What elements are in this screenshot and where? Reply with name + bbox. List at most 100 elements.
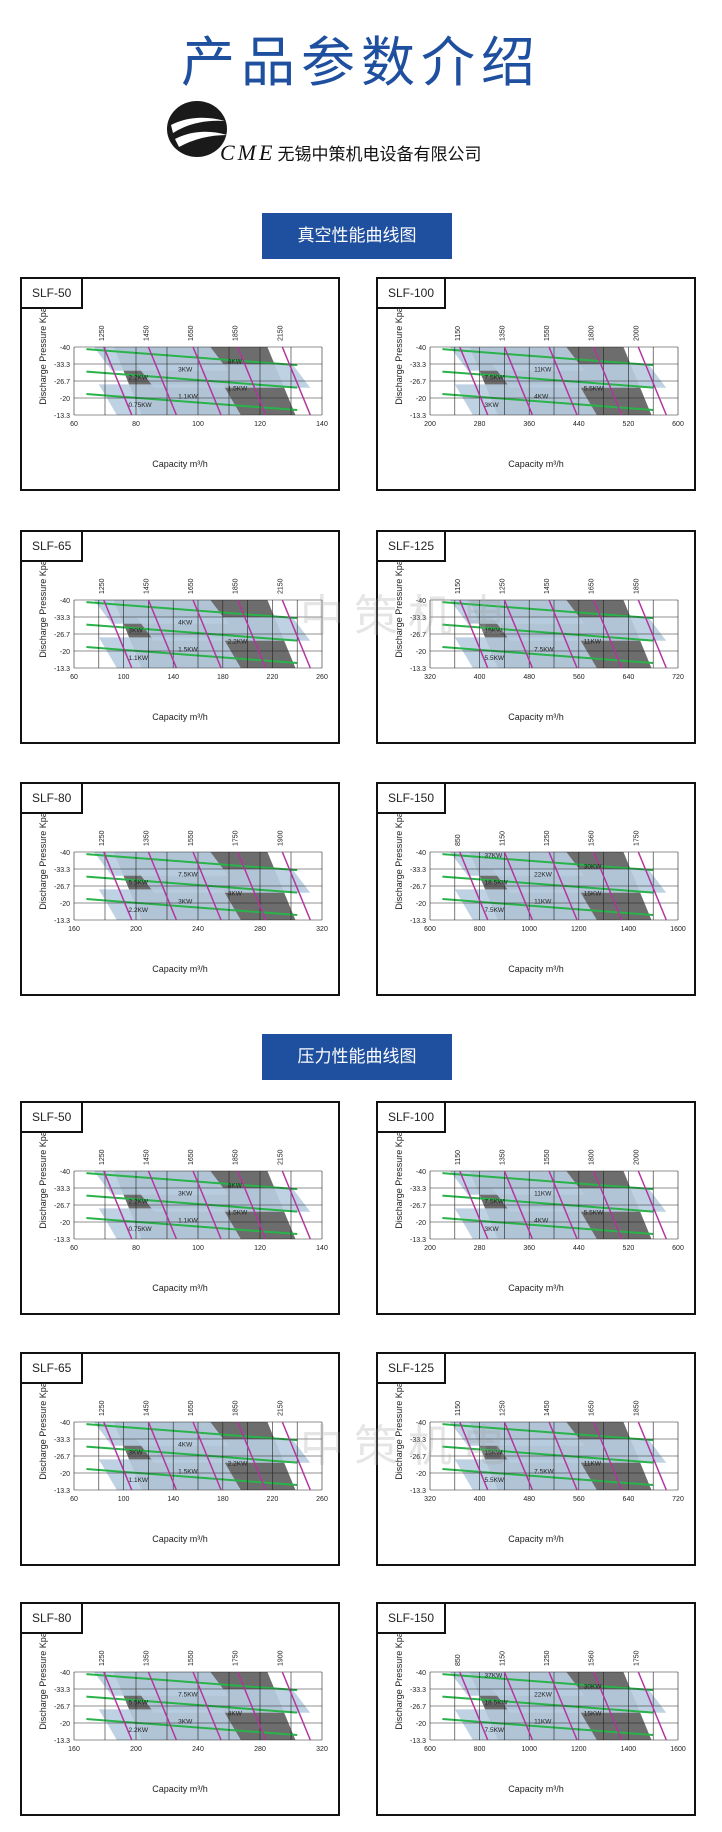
x-tick-label: 60 [70, 421, 78, 428]
x-tick-label: 200 [130, 926, 142, 933]
x-axis-label: Capacity m³/h [508, 964, 564, 974]
power-curve [86, 1673, 298, 1692]
x-tick-label: 800 [474, 926, 486, 933]
x-tick-label: 200 [424, 1245, 436, 1252]
chart-panel: SLF-50 Discharge Pressure Kpa Capacity m³/… [20, 277, 340, 491]
y-tick-label: -20 [60, 1721, 70, 1728]
speed-label: 1550 [544, 1149, 551, 1165]
power-band [136, 869, 311, 893]
speed-label: 1150 [455, 326, 462, 341]
model-label: SLF-100 [376, 1101, 447, 1133]
speed-line [637, 851, 668, 921]
power-label: 3KW [129, 628, 144, 635]
x-tick-label: 720 [672, 674, 684, 681]
power-label: 30KW [584, 1683, 603, 1690]
speed-label: 1800 [589, 325, 596, 341]
speed-line [281, 599, 312, 669]
x-tick-label: 160 [68, 1746, 80, 1753]
speed-label: 1560 [589, 830, 596, 846]
speed-line [459, 1421, 489, 1491]
x-tick-label: 440 [573, 1245, 585, 1252]
power-label: 15KW [485, 628, 504, 635]
speed-label: 1250 [499, 578, 506, 594]
speed-label: 1250 [99, 1650, 106, 1666]
chart-svg: -40 -33.3 -26.7 -20 -13.360 100 140 180 220 260 12… [54, 578, 328, 681]
x-tick-label: 1600 [670, 1746, 686, 1753]
y-tick-label: -13.3 [54, 666, 70, 673]
x-tick-label: 280 [254, 1746, 266, 1753]
y-tick-label: -13.3 [410, 413, 426, 420]
power-label: 7.5KW [178, 871, 198, 878]
speed-line [147, 346, 178, 416]
x-tick-label: 640 [623, 1496, 635, 1503]
y-tick-label: -33.3 [410, 1186, 426, 1193]
power-label: 15KW [584, 891, 603, 898]
x-tick-label: 80 [132, 421, 140, 428]
y-tick-label: -33.3 [54, 1437, 70, 1444]
speed-label: 2150 [277, 325, 284, 341]
x-tick-label: 1600 [670, 926, 686, 933]
power-label: 11KW [584, 639, 602, 646]
model-label: SLF-65 [20, 530, 84, 562]
speed-label: 1150 [499, 831, 506, 846]
section-banner-vacuum: 真空性能曲线图 [262, 213, 452, 259]
power-label: 4KW [228, 1182, 243, 1189]
chart-panel: SLF-125 Discharge Pressure Kpa Capacity m³… [376, 1352, 696, 1566]
y-tick-label: -26.7 [54, 1454, 70, 1461]
power-label: 4KW [228, 891, 243, 898]
y-tick-label: -33.3 [410, 615, 426, 622]
speed-line [147, 851, 178, 921]
speed-label: 1250 [544, 1650, 551, 1666]
speed-label: 1850 [633, 578, 640, 594]
power-curve [86, 875, 298, 894]
speed-label: 1650 [589, 1400, 596, 1416]
power-curve [86, 601, 298, 620]
power-band [492, 869, 667, 893]
y-tick-label: -20 [60, 901, 70, 908]
power-band [136, 617, 311, 641]
y-tick-label: -33.3 [410, 867, 426, 874]
x-tick-label: 320 [316, 1746, 328, 1753]
speed-line [548, 346, 578, 416]
y-tick-label: -13.3 [54, 1237, 70, 1244]
speed-label: 1450 [143, 1149, 150, 1165]
speed-line [103, 1170, 133, 1240]
y-tick-label: -40 [60, 598, 70, 605]
power-label: 1.1KW [129, 655, 149, 662]
y-tick-label: -26.7 [410, 884, 426, 891]
y-tick-label: -40 [416, 1670, 426, 1677]
speed-label: 1150 [455, 1401, 462, 1416]
power-band [492, 1188, 667, 1212]
x-tick-label: 80 [132, 1245, 140, 1252]
speed-label: 1350 [143, 1650, 150, 1666]
speed-line [281, 851, 312, 921]
power-label: 11KW [534, 1190, 552, 1197]
speed-line [192, 346, 222, 416]
power-label: 18.5KW [485, 880, 509, 887]
x-tick-label: 320 [316, 926, 328, 933]
speed-label: 1450 [143, 325, 150, 341]
speed-line [103, 851, 133, 921]
y-tick-label: -33.3 [54, 867, 70, 874]
x-tick-label: 220 [267, 674, 279, 681]
y-tick-label: -26.7 [410, 632, 426, 639]
speed-line [281, 1170, 312, 1240]
power-label: 37KW [485, 1672, 504, 1679]
speed-label: 1450 [544, 578, 551, 594]
y-tick-label: -33.3 [410, 362, 426, 369]
x-tick-label: 800 [474, 1746, 486, 1753]
y-tick-label: -40 [416, 1169, 426, 1176]
power-curve [86, 1172, 298, 1191]
power-label: 3KW [178, 1190, 193, 1197]
power-curve [442, 853, 654, 872]
speed-line [236, 346, 267, 416]
model-label: SLF-50 [20, 1101, 84, 1133]
y-tick-label: -20 [60, 649, 70, 656]
power-label: 11KW [534, 1719, 552, 1726]
y-tick-label: -26.7 [410, 1203, 426, 1210]
x-tick-label: 640 [623, 674, 635, 681]
power-curve [442, 370, 654, 389]
speed-line [459, 599, 489, 669]
y-tick-label: -33.3 [410, 1687, 426, 1694]
